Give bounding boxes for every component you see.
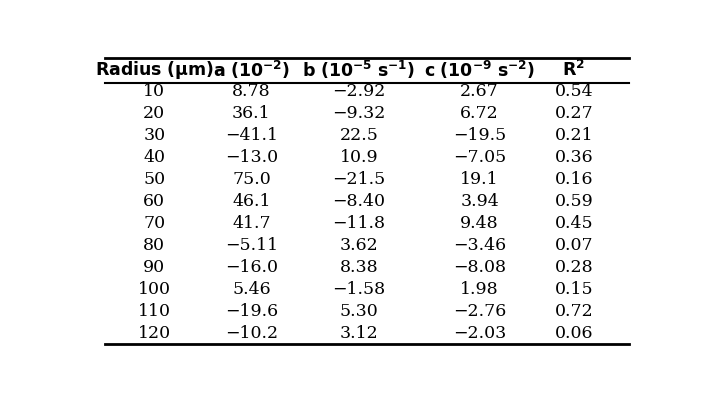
Text: −13.0: −13.0	[225, 149, 278, 166]
Text: 8.78: 8.78	[232, 83, 271, 100]
Text: −8.08: −8.08	[453, 259, 506, 276]
Text: 90: 90	[143, 259, 166, 276]
Text: 1.98: 1.98	[460, 281, 499, 298]
Text: $\mathbf{R^{2}}$: $\mathbf{R^{2}}$	[563, 60, 585, 80]
Text: 41.7: 41.7	[232, 215, 271, 232]
Text: 0.59: 0.59	[555, 193, 594, 210]
Text: 70: 70	[143, 215, 166, 232]
Text: 0.15: 0.15	[555, 281, 594, 298]
Text: 10.9: 10.9	[340, 149, 378, 166]
Text: −3.46: −3.46	[453, 237, 506, 254]
Text: −2.92: −2.92	[332, 83, 386, 100]
Text: 6.72: 6.72	[460, 105, 499, 122]
Text: 60: 60	[143, 193, 166, 210]
Text: −10.2: −10.2	[225, 325, 278, 342]
Text: 120: 120	[137, 325, 171, 342]
Text: 10: 10	[143, 83, 166, 100]
Text: −11.8: −11.8	[333, 215, 386, 232]
Text: $\mathbf{c\ (10^{-9}\ s^{-2})}$: $\mathbf{c\ (10^{-9}\ s^{-2})}$	[424, 59, 535, 82]
Text: 0.45: 0.45	[555, 215, 594, 232]
Text: 0.28: 0.28	[555, 259, 594, 276]
Text: 3.12: 3.12	[340, 325, 379, 342]
Text: −19.5: −19.5	[453, 127, 506, 144]
Text: −16.0: −16.0	[225, 259, 278, 276]
Text: −2.76: −2.76	[453, 303, 506, 320]
Text: 75.0: 75.0	[232, 171, 271, 188]
Text: 0.06: 0.06	[555, 325, 593, 342]
Text: 50: 50	[143, 171, 166, 188]
Text: 5.30: 5.30	[340, 303, 379, 320]
Text: 2.67: 2.67	[460, 83, 499, 100]
Text: 20: 20	[143, 105, 166, 122]
Text: 46.1: 46.1	[232, 193, 271, 210]
Text: $\mathbf{Radius\ (\mu m)}$: $\mathbf{Radius\ (\mu m)}$	[94, 60, 214, 82]
Text: $\mathbf{a\ (10^{-2})}$: $\mathbf{a\ (10^{-2})}$	[213, 59, 290, 82]
Text: 0.27: 0.27	[555, 105, 594, 122]
Text: 3.62: 3.62	[340, 237, 379, 254]
Text: −1.58: −1.58	[332, 281, 386, 298]
Text: 110: 110	[138, 303, 171, 320]
Text: 80: 80	[143, 237, 166, 254]
Text: 0.72: 0.72	[555, 303, 594, 320]
Text: −19.6: −19.6	[225, 303, 278, 320]
Text: $\mathbf{b\ (10^{-5}\ s^{-1})}$: $\mathbf{b\ (10^{-5}\ s^{-1})}$	[302, 59, 415, 82]
Text: 8.38: 8.38	[340, 259, 378, 276]
Text: −21.5: −21.5	[332, 171, 386, 188]
Text: 3.94: 3.94	[460, 193, 499, 210]
Text: 0.16: 0.16	[555, 171, 593, 188]
Text: 19.1: 19.1	[460, 171, 499, 188]
Text: 9.48: 9.48	[460, 215, 499, 232]
Text: 0.36: 0.36	[555, 149, 594, 166]
Text: 36.1: 36.1	[232, 105, 271, 122]
Text: −7.05: −7.05	[453, 149, 506, 166]
Text: 30: 30	[143, 127, 166, 144]
Text: 0.54: 0.54	[555, 83, 594, 100]
Text: −41.1: −41.1	[225, 127, 278, 144]
Text: 5.46: 5.46	[232, 281, 271, 298]
Text: 0.07: 0.07	[555, 237, 594, 254]
Text: 100: 100	[138, 281, 171, 298]
Text: −9.32: −9.32	[332, 105, 386, 122]
Text: −2.03: −2.03	[453, 325, 506, 342]
Text: 0.21: 0.21	[555, 127, 594, 144]
Text: −8.40: −8.40	[333, 193, 386, 210]
Text: 22.5: 22.5	[340, 127, 379, 144]
Text: 40: 40	[143, 149, 166, 166]
Text: −5.11: −5.11	[225, 237, 278, 254]
